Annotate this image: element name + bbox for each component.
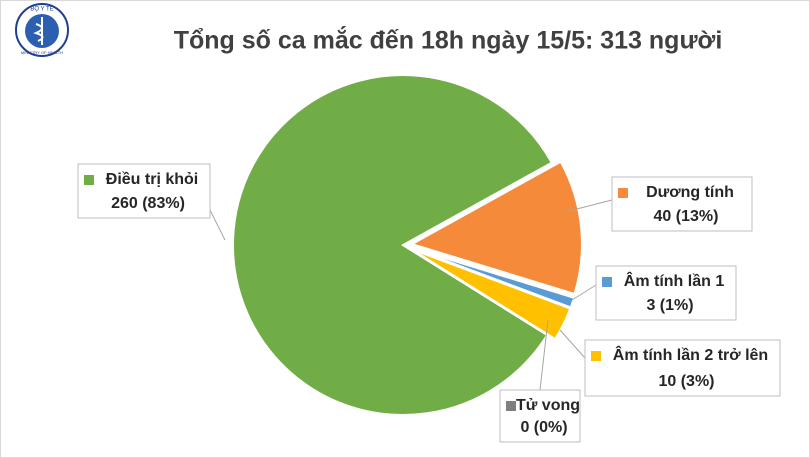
label-box [77, 163, 211, 219]
logo: BỘ Y TẾ MINISTRY OF HEALTH [15, 3, 69, 57]
legend-marker [591, 351, 601, 361]
pie-slice [409, 160, 583, 296]
label-box [595, 265, 737, 321]
pie-slice [411, 246, 576, 309]
value-label: 260 (83%) [111, 195, 185, 212]
label-box [611, 176, 753, 232]
slice-name: Tử vong [516, 397, 580, 414]
chart-title: Tổng số ca mắc đến 18h ngày 15/5: 313 ng… [174, 25, 723, 55]
pie-slice [232, 74, 554, 416]
leader-line [564, 199, 613, 213]
legend-marker [618, 188, 628, 198]
legend-marker [506, 401, 516, 411]
leader-line [571, 284, 597, 301]
leader-line [539, 319, 549, 391]
logo-staff [33, 17, 44, 45]
slice-name: Âm tính lần 1 [624, 271, 725, 290]
value-label: 3 (1%) [646, 297, 693, 314]
labels: Điều trị khỏi 260 (83%) Dương tính 40 (13%)… [77, 163, 781, 443]
value-label: 0 (0%) [520, 419, 567, 436]
slice-name: Âm tính lần 2 trở lên [613, 345, 768, 364]
logo-top: BỘ Y TẾ [30, 6, 53, 13]
leader-line [559, 329, 586, 359]
label-box [584, 339, 781, 397]
label-box [499, 389, 581, 443]
logo-bottom: MINISTRY OF HEALTH [21, 50, 63, 55]
value-label: 10 (3%) [658, 373, 714, 390]
leader-line [209, 209, 226, 241]
pie-slice [402, 244, 548, 336]
value-label: 40 (13%) [654, 208, 719, 225]
pie [232, 74, 583, 416]
slice-name: Dương tính [646, 184, 734, 201]
legend-marker [84, 175, 94, 185]
legend-marker [602, 277, 612, 287]
slice-name: Điều trị khỏi [106, 171, 198, 188]
pie-slice [410, 248, 572, 341]
